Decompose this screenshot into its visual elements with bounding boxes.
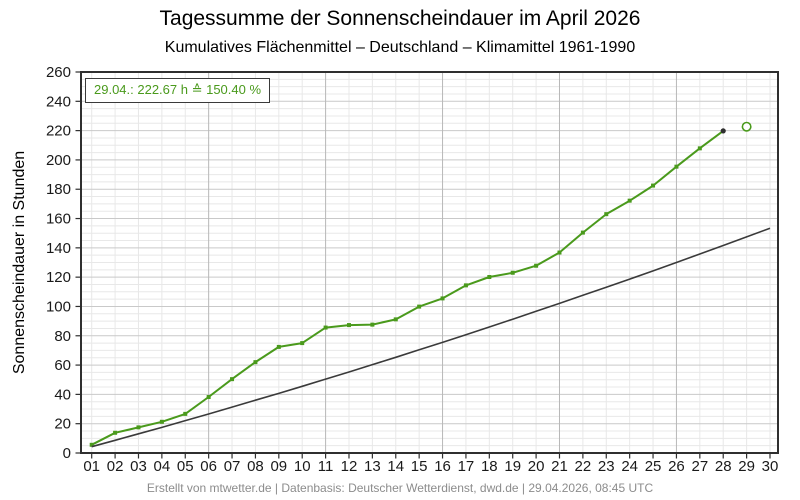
y-axis-title: Sonnenscheindauer in Stunden [11,151,28,374]
y-tick-label: 200 [46,152,71,169]
x-tick-label: 28 [715,458,732,475]
annotation-text: 29.04.: 222.67 h ≙ 150.40 % [94,82,262,97]
x-tick-label: 08 [247,458,264,475]
y-tick-label: 20 [54,416,71,433]
x-tick-label: 14 [387,458,404,475]
x-tick-label: 07 [224,458,241,475]
y-tick-label: 100 [46,298,71,315]
x-tick-label: 21 [551,458,568,475]
x-tick-label: 13 [364,458,381,475]
x-tick-label: 15 [411,458,428,475]
y-tick-label: 40 [54,386,71,403]
y-tick-label: 180 [46,181,71,198]
x-tick-label: 24 [621,458,638,475]
y-tick-label: 220 [46,123,71,140]
chart-title: Tagessumme der Sonnenscheindauer im Apri… [159,7,641,30]
x-tick-label: 02 [107,458,124,475]
x-tick-label: 11 [318,458,334,475]
axis-ticks [75,71,771,459]
x-tick-label: 01 [83,458,100,475]
y-tick-label: 140 [46,240,71,257]
annotation-box: 29.04.: 222.67 h ≙ 150.40 % [85,78,271,103]
x-tick-label: 17 [458,458,475,475]
x-tick-label: 27 [691,458,708,475]
x-tick-label: 16 [434,458,451,475]
y-tick-label: 0 [63,445,71,462]
x-tick-labels: 01 02 03 04 05 06 07 08 09 10 11 12 13 14 15 16 17 18 19 20… [83,458,778,475]
x-tick-label: 29 [738,458,755,475]
x-tick-label: 20 [528,458,545,475]
x-tick-label: 18 [481,458,498,475]
x-tick-label: 10 [294,458,311,475]
x-tick-label: 05 [177,458,194,475]
y-tick-label: 160 [46,211,71,228]
x-tick-label: 03 [130,458,147,475]
y-tick-label: 60 [54,357,71,374]
x-tick-label: 09 [270,458,287,475]
grid-minor [81,72,778,453]
x-tick-label: 23 [598,458,615,475]
footer-credit: Erstellt von mtwetter.de | Datenbasis: D… [146,481,654,495]
y-tick-label: 120 [46,269,71,286]
y-tick-label: 80 [54,328,71,345]
x-tick-label: 19 [504,458,521,475]
plot-border [80,71,779,454]
y-tick-labels: 0 20 40 60 80 100 120 140 160 180 200 220 240 260 [46,64,71,462]
y-tick-label: 260 [46,64,71,81]
x-tick-label: 04 [154,458,171,475]
x-tick-label: 30 [762,458,779,475]
x-tick-label: 06 [200,458,217,475]
current-day-marker [720,128,726,134]
series-markers-sunshine-cumulative-2026 [89,146,702,447]
chart-subtitle: Kumulatives Flächenmittel – Deutschland … [164,39,636,56]
grid-major [81,72,778,453]
x-tick-label: 12 [341,458,358,475]
series-line-climate-mean-1961-1990 [91,227,771,448]
preview-point-open-circle [741,121,752,132]
series-line-sunshine-cumulative-2026 [91,130,724,446]
x-tick-label: 26 [668,458,685,475]
y-tick-label: 240 [46,93,71,110]
x-tick-label: 25 [645,458,662,475]
x-tick-label: 22 [575,458,592,475]
